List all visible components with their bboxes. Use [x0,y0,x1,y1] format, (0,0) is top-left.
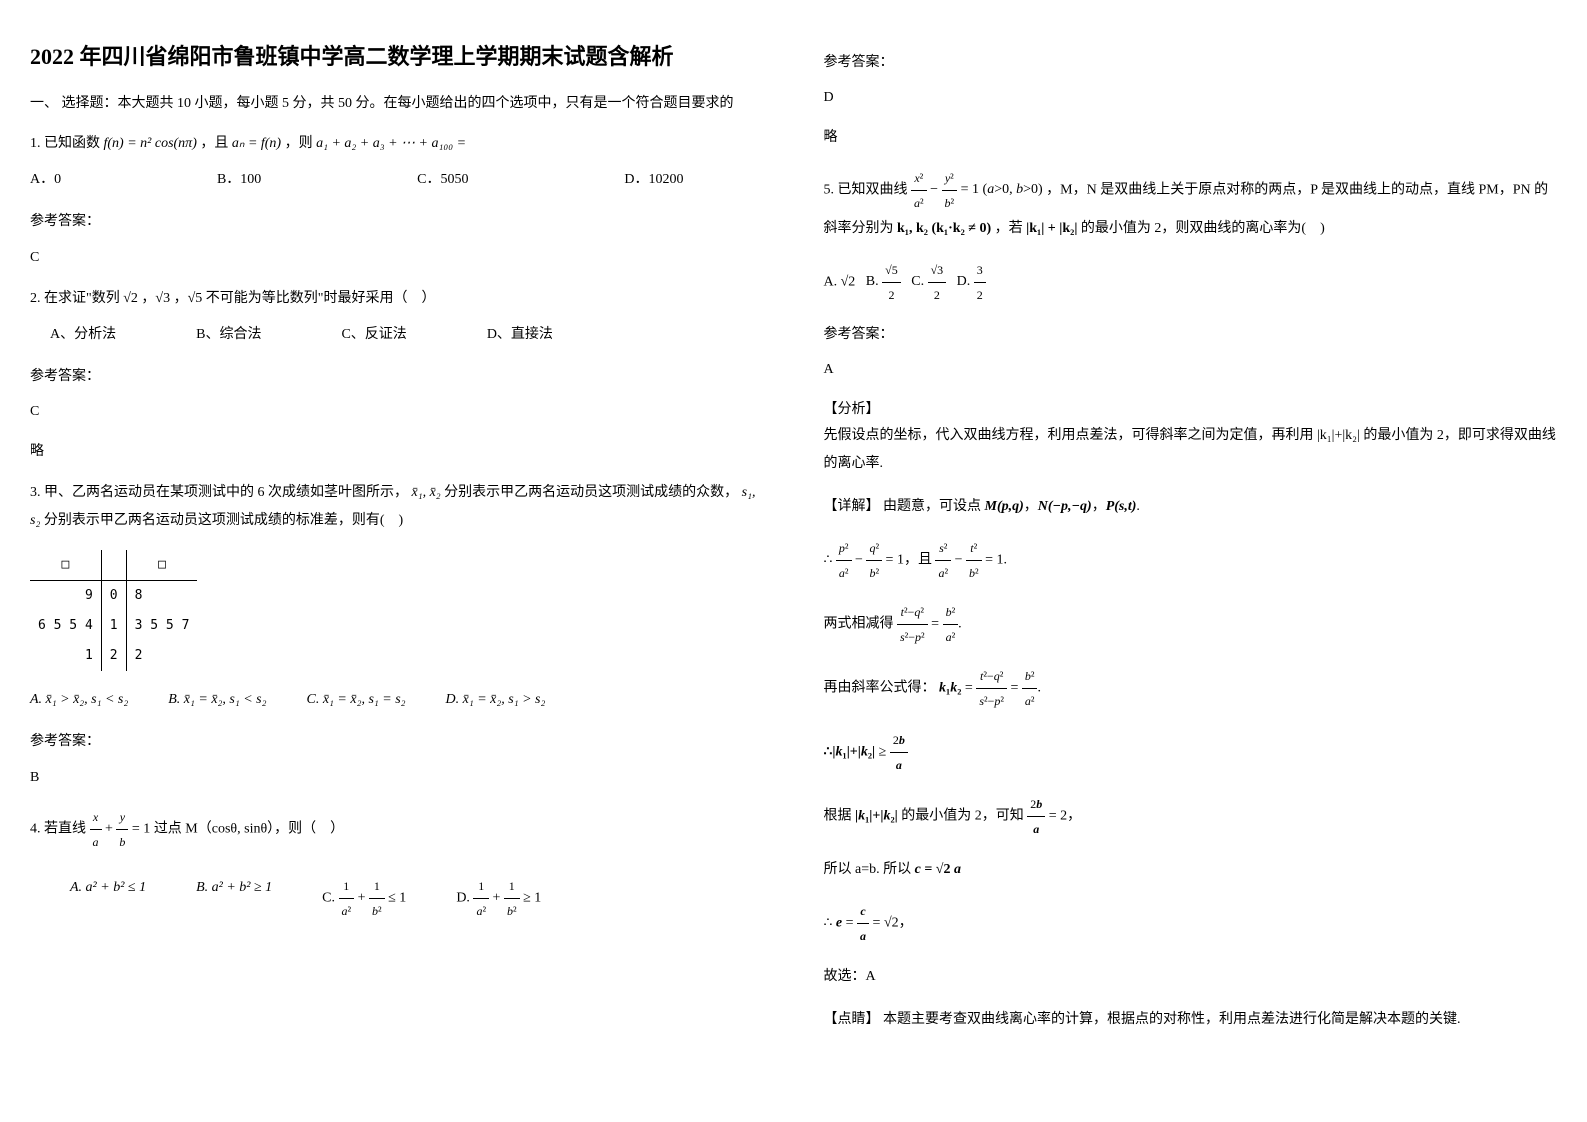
q3-vars1: x̄₁, x̄₂ [412,485,441,500]
q5-detail-6: 根据 |k₁|+|k₂| 的最小值为 2，可知 2ba = 2， [824,792,1558,841]
q5-opt-a: A. √2 [824,274,856,289]
main-title: 2022 年四川省绵阳市鲁班镇中学高二数学理上学期期末试题含解析 [30,40,764,73]
sl-r1-stem: 1 [101,611,126,641]
q1-ref-label: 参考答案： [30,209,764,234]
q1-sum: a₁ + a₂ + a₃ + ⋯ + a₁₀₀ = [316,136,466,151]
q2-ref-label: 参考答案： [30,364,764,389]
sl-r0-left: 9 [30,581,101,612]
q1-opt-d: D．10200 [624,166,683,194]
q5-comment-label: 【点睛】 [824,1012,880,1027]
q5-detail-3: 两式相减得 t²−q²s²−p² = b²a². [824,600,1558,649]
q5-analysis-label: 【分析】 [824,397,1558,422]
q5-detail-9: 故选：A [824,963,1558,991]
sl-left-header: □ [30,550,101,581]
q3-text3: 分别表示甲乙两名运动员这项测试成绩的标准差，则有( ) [44,513,403,528]
sl-r2-left: 1 [30,641,101,671]
sl-r0-stem: 0 [101,581,126,612]
question-1: 1. 已知函数 f(n) = n² cos(nπ) ，且 aₙ = f(n) ，… [30,130,764,194]
section-header: 一、 选择题：本大题共 10 小题，每小题 5 分，共 50 分。在每小题给出的… [30,93,764,115]
q4-opt-b: B. a² + b² ≥ 1 [196,874,272,923]
q2-opt-b: B、综合法 [196,321,261,349]
q3-opt-b: B. x̄₁ = x̄₂, s₁ < s₂ [168,686,266,714]
q5-comment-text: 本题主要考查双曲线离心率的计算，根据点的对称性，利用点差法进行化简是解决本题的关… [883,1012,1461,1027]
q1-opt-c: C．5050 [417,166,468,194]
q2-text: 2. 在求证"数列 √2 ，√3 ，√5 不可能为等比数列"时最好采用（ ） [30,291,435,306]
q1-prefix: 1. 已知函数 [30,136,100,151]
stem-leaf-plot: □ □ 9 0 8 6 5 5 4 1 3 5 5 7 1 2 2 [30,550,764,671]
q5-detail-1: 【详解】 由题意，可设点 M(p,q)，N(−p,−q)，P(s,t). [824,493,1558,521]
q1-fdef: f(n) = n² cos(nπ) [104,136,197,151]
sl-right-header: □ [126,550,197,581]
q5-eq: x²a² − y²b² = 1 (a>0, b>0) [911,182,1043,197]
q1-answer: C [30,245,764,270]
q5-opt-b: B. √52 [866,274,901,289]
q2-opt-a: A、分析法 [50,321,116,349]
q5-kabs: |k₁| + |k₂| [1026,221,1077,236]
q5-detail-2: ∴ p²a² − q²b² = 1，且 s²a² − t²b² = 1. [824,536,1558,585]
q5-detail-8: ∴ e = ca = √2， [824,899,1558,948]
q5-opt-c: C. √32 [911,274,946,289]
q4-eq: xa [90,805,102,854]
q4-note: 略 [824,125,1558,150]
q4-prefix: 4. 若直线 [30,821,86,836]
sl-r2-stem: 2 [101,641,126,671]
q4-answer: D [824,85,1558,110]
question-5: 5. 已知双曲线 x²a² − y²b² = 1 (a>0, b>0) ，M，N… [824,166,1558,307]
q5-detail-label: 【详解】 [824,499,880,514]
q1-adef: aₙ = f(n) [232,136,281,151]
q4-ref-label: 参考答案： [824,50,1558,75]
q3-answer: B [30,765,764,790]
q2-answer: C [30,399,764,424]
q3-opt-d: D. x̄₁ = x̄₂, s₁ > s₂ [446,686,546,714]
q5-analysis-text: 先假设点的坐标，代入双曲线方程，利用点差法，可得斜率之间为定值，再利用 |k₁|… [824,422,1558,478]
q5-mid2: ，若 [995,221,1023,236]
q1-mid2: ，则 [285,136,313,151]
q5-prefix: 5. 已知双曲线 [824,182,908,197]
q4-mid: 过点 M（cosθ, sinθ），则（ ） [154,821,344,836]
question-2: 2. 在求证"数列 √2 ，√3 ，√5 不可能为等比数列"时最好采用（ ） A… [30,285,764,349]
sl-r1-right: 3 5 5 7 [126,611,197,641]
q5-mid3: 的最小值为 2，则双曲线的离心率为( ) [1081,221,1325,236]
q5-detail-5: ∴|k₁|+|k₂| ≥ 2ba [824,728,1558,777]
q2-opt-d: D、直接法 [487,321,553,349]
q3-text2: 分别表示甲乙两名运动员这项测试成绩的众数， [444,485,738,500]
q4-opt-a: A. a² + b² ≤ 1 [70,874,146,923]
question-3: 3. 甲、乙两名运动员在某项测试中的 6 次成绩如茎叶图所示， x̄₁, x̄₂… [30,479,764,714]
q3-opt-c: C. x̄₁ = x̄₂, s₁ = s₂ [307,686,406,714]
q5-answer: A [824,357,1558,382]
sl-r1-left: 6 5 5 4 [30,611,101,641]
q1-mid: ，且 [200,136,228,151]
question-4: 4. 若直线 xa + yb = 1 过点 M（cosθ, sinθ），则（ ）… [30,805,764,923]
q5-ref-label: 参考答案： [824,322,1558,347]
q3-ref-label: 参考答案： [30,729,764,754]
q5-detail-4: 再由斜率公式得： k₁k₂ = t²−q²s²−p² = b²a². [824,664,1558,713]
q1-opt-b: B．100 [217,166,261,194]
q4-opt-c: C. 1a² + 1b² ≤ 1 [322,874,406,923]
q3-opt-a: A. x̄₁ > x̄₂, s₁ < s₂ [30,686,128,714]
q4-opt-d: D. 1a² + 1b² ≥ 1 [456,874,541,923]
q5-opt-d: D. 32 [957,274,986,289]
sl-r2-right: 2 [126,641,197,671]
q5-kcond: k₁, k₂ (k₁·k₂ ≠ 0) [897,221,991,236]
q3-text1: 3. 甲、乙两名运动员在某项测试中的 6 次成绩如茎叶图所示， [30,485,408,500]
q5-comment: 【点睛】 本题主要考查双曲线离心率的计算，根据点的对称性，利用点差法进行化简是解… [824,1006,1558,1034]
q2-note: 略 [30,439,764,464]
q2-opt-c: C、反证法 [341,321,406,349]
sl-r0-right: 8 [126,581,197,612]
q5-detail-7: 所以 a=b. 所以 c = √2 a [824,856,1558,884]
q1-opt-a: A．0 [30,166,61,194]
